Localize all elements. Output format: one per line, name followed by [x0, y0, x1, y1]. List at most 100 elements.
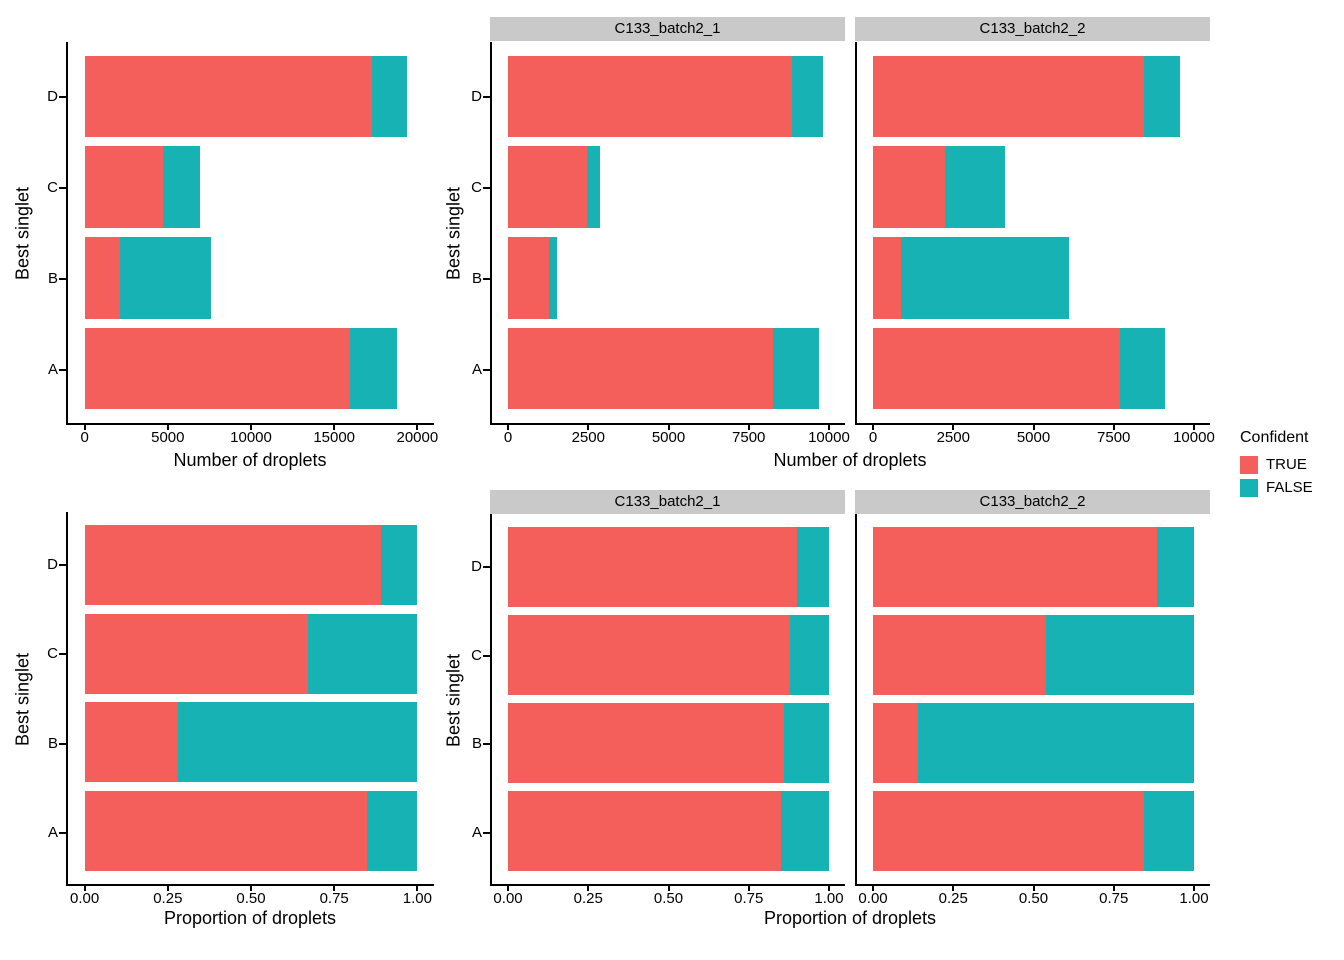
facet-strip-label: C133_batch2_2 — [979, 20, 1086, 37]
bar-segment-false-D — [1144, 55, 1180, 138]
bar-segment-false-A — [349, 327, 398, 410]
y-category-label: D — [471, 87, 482, 105]
x-tick-label: 0.00 — [70, 890, 100, 907]
x-tick-mark — [1032, 886, 1035, 891]
y-tick-mark — [483, 743, 490, 746]
x-tick-mark — [827, 425, 830, 430]
x-tick-label: 0.00 — [858, 890, 888, 907]
x-tick-label: 0.25 — [938, 890, 968, 907]
x-axis-title: Number of droplets — [173, 450, 327, 470]
y-tick-mark — [483, 186, 490, 189]
y-tick-mark — [483, 278, 490, 281]
bar-segment-true-B — [84, 237, 120, 319]
bar-segment-false-A — [367, 790, 418, 871]
x-tick-label: 2500 — [936, 429, 970, 446]
y-tick-mark — [59, 278, 66, 281]
y-tick-mark — [483, 369, 490, 372]
x-tick-label: 1.00 — [814, 890, 844, 907]
chart-droplet-counts-by-sample: Best singlet D C B A C133_batch2_1 0 2500 5000 75… — [444, 0, 1227, 480]
x-tick-label: 5000 — [1016, 429, 1051, 446]
bar-segment-true-C — [873, 146, 945, 228]
x-tick-mark — [667, 425, 670, 430]
x-tick-mark — [166, 425, 169, 430]
x-tick-mark — [83, 886, 86, 891]
bar-segment-false-C — [307, 613, 418, 694]
x-tick-mark — [952, 425, 955, 430]
bar-segment-false-C — [790, 615, 829, 695]
x-axis-title: Number of droplets — [773, 450, 927, 470]
bar-segment-false-B — [549, 237, 557, 319]
y-tick-mark — [59, 653, 66, 656]
bar-segment-true-A — [873, 327, 1121, 410]
x-axis-title: Proportion of droplets — [163, 908, 337, 928]
x-tick-label: 0.50 — [653, 890, 684, 907]
bar-segment-true-B — [873, 237, 901, 319]
x-tick-label: 15000 — [313, 429, 356, 446]
bar-segment-true-B — [508, 237, 550, 319]
x-tick-mark — [587, 886, 590, 891]
x-tick-label: 5000 — [151, 429, 185, 446]
x-tick-label: 0.25 — [573, 890, 603, 907]
bar-segment-true-B — [873, 703, 918, 783]
x-tick-label: 0.50 — [1018, 890, 1049, 907]
bar-segment-false-B — [900, 237, 1069, 319]
legend-swatch-false-icon — [1240, 479, 1258, 497]
x-tick-label: 5000 — [651, 429, 686, 446]
y-category-label: A — [47, 361, 58, 379]
bar-segment-false-D — [1157, 527, 1194, 607]
x-tick-label: 10000 — [230, 429, 272, 446]
bar-segment-false-C — [1046, 615, 1194, 695]
facet-panel: 0.00 0.25 0.50 0.75 1.00 — [66, 512, 434, 907]
bar-segment-true-A — [84, 327, 350, 410]
x-tick-label: 0.75 — [1099, 890, 1129, 907]
facet-strip-label: C133_batch2_1 — [614, 493, 721, 510]
x-tick-mark — [333, 886, 336, 891]
chart-droplet-proportion-combined: Best singlet D C B A 0.00 0.25 0.50 0.75 1.00 Prop… — [0, 482, 445, 960]
x-tick-label: 0.75 — [734, 890, 764, 907]
y-category-label: A — [471, 823, 482, 841]
y-category-label: B — [471, 270, 482, 288]
x-tick-label: 1.00 — [1179, 890, 1209, 907]
y-tick-mark — [59, 564, 66, 567]
bar-segment-true-A — [508, 791, 781, 871]
bar-segment-true-D — [508, 527, 797, 607]
bar-segment-true-D — [873, 55, 1145, 138]
y-category-label: C — [471, 646, 482, 664]
x-tick-mark — [667, 886, 670, 891]
x-tick-mark — [166, 886, 169, 891]
y-tick-mark — [483, 654, 490, 657]
facet-panel: 0 2500 5000 7500 10000 — [490, 42, 850, 446]
x-tick-label: 10000 — [808, 429, 850, 446]
legend-item-true: TRUE — [1240, 456, 1313, 474]
bar-segment-true-C — [84, 146, 163, 228]
x-tick-mark — [333, 425, 336, 430]
x-tick-mark — [250, 886, 252, 891]
y-category-label: C — [47, 645, 58, 663]
bar-segment-false-A — [780, 791, 829, 871]
y-category-label: D — [47, 87, 58, 105]
facet-strip: C133_batch2_2 — [855, 490, 1210, 514]
facet-strip: C133_batch2_1 — [490, 17, 845, 41]
legend: Confident TRUE FALSE — [1240, 429, 1313, 502]
bar-segment-false-D — [372, 55, 407, 138]
x-tick-label: 0.50 — [236, 890, 266, 907]
bar-segment-false-A — [772, 327, 820, 410]
y-tick-mark — [59, 186, 66, 189]
x-tick-mark — [250, 425, 252, 430]
facet-strip-label: C133_batch2_2 — [979, 493, 1086, 510]
x-tick-mark — [83, 425, 86, 430]
x-tick-mark — [872, 886, 875, 891]
x-tick-mark — [1192, 886, 1195, 891]
x-tick-mark — [952, 886, 955, 891]
facet-panel: 0.00 0.25 0.50 0.75 1.00 — [855, 514, 1210, 907]
bar-segment-false-A — [1120, 327, 1166, 410]
y-category-label: A — [471, 361, 482, 379]
x-tick-label: 20000 — [396, 429, 439, 446]
x-tick-mark — [416, 425, 419, 430]
bar-segment-false-B — [177, 702, 418, 783]
x-tick-label: 1.00 — [402, 890, 432, 907]
x-tick-label: 0.00 — [493, 890, 523, 907]
x-tick-label: 0.75 — [319, 890, 349, 907]
x-axis-title: Proportion of droplets — [763, 908, 937, 928]
